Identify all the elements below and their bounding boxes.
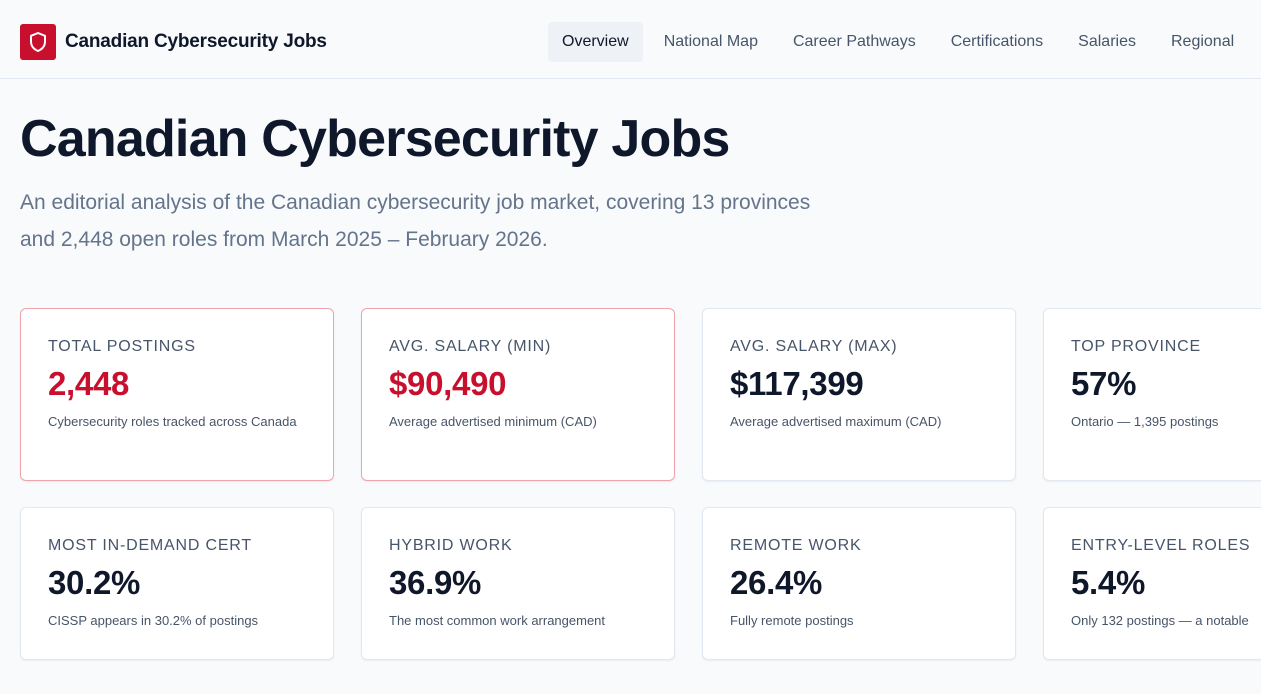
stat-value: $90,490 [389,365,507,402]
stat-value: $117,399 [730,365,864,402]
stat-card-avg-salary-min: Avg. Salary (Min) $90,490 Average advert… [361,308,675,481]
top-nav-bar: Canadian Cybersecurity Jobs Overview Nat… [0,0,1261,79]
stat-description: Cybersecurity roles tracked across Canad… [48,414,297,429]
brand-name: Canadian Cybersecurity Jobs [65,31,327,52]
stat-value: 36.9% [389,564,482,601]
page-subtitle: An editorial analysis of the Canadian cy… [20,191,811,251]
nav-certifications[interactable]: Certifications [950,33,1044,50]
stat-description: CISSP appears in 30.2% of postings [48,613,259,628]
stat-label: Remote Work [730,537,862,554]
nav-salaries[interactable]: Salaries [1078,33,1136,50]
stat-value: 26.4% [730,564,823,601]
stat-description: The most common work arrangement [389,613,606,628]
stat-description: Only 132 postings — a notable [1071,613,1249,628]
stat-label: Hybrid Work [389,537,513,554]
stat-card-top-province: Top Province 57% Ontario — 1,395 posting… [1043,308,1261,481]
stat-description: Fully remote postings [730,613,854,628]
stat-description: Average advertised maximum (CAD) [730,414,942,429]
main-nav: Overview National Map Career Pathways Ce… [548,22,1255,62]
stat-card-entry-level: Entry-Level Roles 5.4% Only 132 postings… [1043,507,1261,660]
stat-label: Most In-Demand Cert [48,537,252,554]
stat-value: 57% [1071,365,1137,402]
stat-card-hybrid-work: Hybrid Work 36.9% The most common work a… [361,507,675,660]
shield-icon [20,24,56,60]
brand[interactable]: Canadian Cybersecurity Jobs [20,24,327,60]
stat-card-in-demand-cert: Most In-Demand Cert 30.2% CISSP appears … [20,507,334,660]
stat-label: Entry-Level Roles [1071,537,1251,554]
stat-label: Top Province [1071,338,1201,355]
stat-card-remote-work: Remote Work 26.4% Fully remote postings [702,507,1016,660]
stat-label: Avg. Salary (Min) [389,338,552,355]
stat-label: Total Postings [48,338,196,355]
page-title: Canadian Cybersecurity Jobs [20,110,730,168]
stat-card-total-postings: Total Postings 2,448 Cybersecurity roles… [20,308,334,481]
nav-national-map[interactable]: National Map [663,33,758,50]
stat-value: 5.4% [1071,564,1146,601]
stat-value: 2,448 [48,365,130,402]
stat-label: Avg. Salary (Max) [730,338,898,355]
nav-regional[interactable]: Regional [1170,33,1235,50]
nav-career-pathways[interactable]: Career Pathways [792,33,916,50]
stat-description: Ontario — 1,395 postings [1071,414,1219,429]
nav-overview[interactable]: Overview [548,22,643,62]
stat-card-avg-salary-max: Avg. Salary (Max) $117,399 Average adver… [702,308,1016,481]
stat-description: Average advertised minimum (CAD) [389,414,597,429]
stat-value: 30.2% [48,564,141,601]
